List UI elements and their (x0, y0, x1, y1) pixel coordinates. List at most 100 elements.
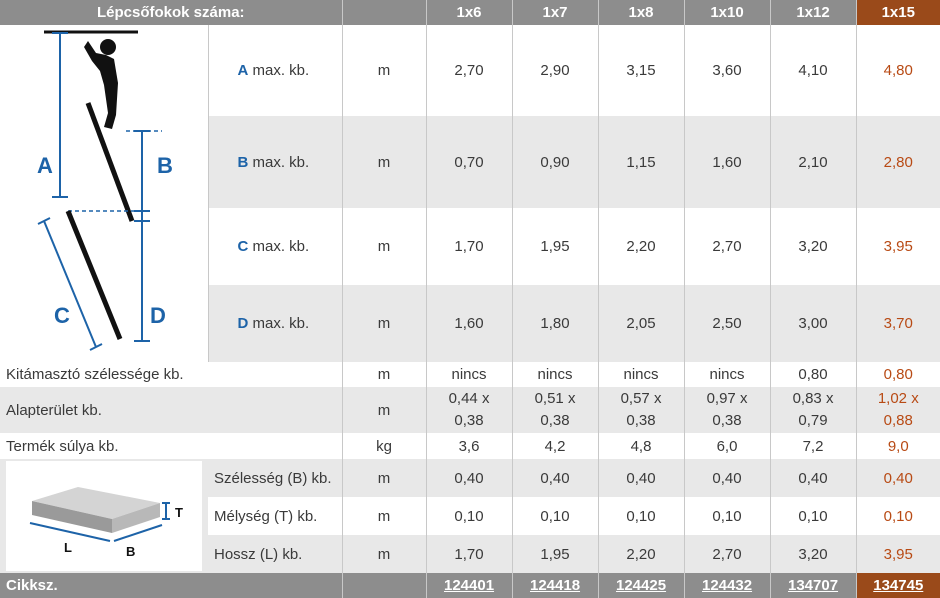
model-1x15: 1x15 (856, 0, 940, 25)
model-1x12: 1x12 (770, 0, 857, 25)
row-c-label: C max. kb. (208, 208, 343, 286)
row-footprint-label: Alapterület kb. (0, 387, 343, 433)
row-b-label: B max. kb. (208, 116, 343, 209)
model-1x10: 1x10 (684, 0, 771, 25)
row-a: A B C (0, 25, 940, 362)
label-d: D (150, 303, 166, 328)
label-b: B (157, 153, 173, 178)
code-link-124432[interactable]: 124432 (684, 573, 771, 598)
footer-row: Cikksz. 124401 124418 124425 124432 1347… (0, 573, 940, 598)
cell: nincs (512, 362, 599, 387)
cell-highlight: 0,10 (855, 497, 940, 535)
cell: 3,15 (598, 25, 685, 117)
cell: 3,20 (770, 208, 857, 286)
cell: 0,10 (598, 497, 685, 535)
cell: 2,70 (684, 208, 771, 286)
row-d-unit: m (342, 285, 427, 362)
cell: 0,40 (770, 459, 857, 497)
row-footprint-unit: m (342, 387, 427, 433)
cell: nincs (426, 362, 513, 387)
row-depth-unit: m (342, 497, 427, 535)
cell-highlight: 3,70 (855, 285, 940, 362)
cell: 0,40 (684, 459, 771, 497)
row-c: C max. kb. m 1,70 1,95 2,20 2,70 3,20 3,… (0, 208, 940, 286)
footer-label: Cikksz. (0, 573, 343, 598)
cell-highlight: 1,02 x 0,88 (855, 387, 940, 433)
model-1x8: 1x8 (598, 0, 685, 25)
cell: 0,44 x 0,38 (426, 387, 513, 433)
cell-highlight: 3,95 (855, 208, 940, 286)
package-diagram-cell: T L B (0, 459, 208, 573)
cell: 4,2 (512, 433, 599, 459)
label-a: A (37, 153, 53, 178)
cell-highlight: 9,0 (855, 433, 940, 459)
cell: 1,95 (512, 208, 599, 286)
row-stabilizer-label: Kitámasztó szélessége kb. (0, 362, 343, 387)
cell: 7,2 (770, 433, 857, 459)
cell: 0,80 (770, 362, 857, 387)
cell: 0,10 (512, 497, 599, 535)
cell: 0,70 (426, 116, 513, 209)
cell: 1,80 (512, 285, 599, 362)
cell: 1,15 (598, 116, 685, 209)
cell: 0,10 (684, 497, 771, 535)
row-weight-label: Termék súlya kb. (0, 433, 343, 459)
cell-highlight: 4,80 (855, 25, 940, 117)
model-1x6: 1x6 (426, 0, 513, 25)
row-footprint: Alapterület kb. m 0,44 x 0,38 0,51 x 0,38 … (0, 387, 940, 433)
cell: 0,10 (770, 497, 857, 535)
header-unit (342, 0, 427, 25)
code-link-134745[interactable]: 134745 (856, 573, 940, 598)
code-link-124418[interactable]: 124418 (512, 573, 599, 598)
cell: 2,90 (512, 25, 599, 117)
row-width-unit: m (342, 459, 427, 497)
row-a-label: A max. kb. (208, 25, 343, 117)
label-c: C (54, 303, 70, 328)
code-link-124401[interactable]: 124401 (426, 573, 513, 598)
cell: 1,60 (684, 116, 771, 209)
cell: 2,05 (598, 285, 685, 362)
cell: 0,51 x 0,38 (512, 387, 599, 433)
cell-highlight: 0,40 (855, 459, 940, 497)
cell: 1,70 (426, 535, 513, 573)
code-link-124425[interactable]: 124425 (598, 573, 685, 598)
cell: 3,6 (426, 433, 513, 459)
cell-highlight: 0,80 (855, 362, 940, 387)
row-stabilizer: Kitámasztó szélessége kb. m nincs nincs … (0, 362, 940, 387)
label-l: L (64, 540, 72, 555)
row-d-label: D max. kb. (208, 285, 343, 362)
row-width: T L B Szélesség (B) kb. m 0,40 0,40 0,40… (0, 459, 940, 573)
cell: 3,20 (770, 535, 857, 573)
cell: 0,83 x 0,79 (770, 387, 857, 433)
row-b: B max. kb. m 0,70 0,90 1,15 1,60 2,10 2,… (0, 116, 940, 209)
cell-highlight: 3,95 (855, 535, 940, 573)
cell: 3,00 (770, 285, 857, 362)
cell: 1,70 (426, 208, 513, 286)
row-c-unit: m (342, 208, 427, 286)
row-d: D max. kb. m 1,60 1,80 2,05 2,50 3,00 3,… (0, 285, 940, 362)
cell: 1,60 (426, 285, 513, 362)
package-box-diagram: T L B (29, 487, 183, 559)
cell: 0,90 (512, 116, 599, 209)
header-row: Lépcsőfokok száma: 1x6 1x7 1x8 1x10 1x12… (0, 0, 940, 25)
model-1x7: 1x7 (512, 0, 599, 25)
cell: 0,40 (426, 459, 513, 497)
cell: 2,20 (598, 535, 685, 573)
row-length-label: Hossz (L) kb. (208, 535, 343, 573)
row-depth: Mélység (T) kb. m 0,10 0,10 0,10 0,10 0,… (0, 497, 940, 535)
code-link-134707[interactable]: 134707 (770, 573, 857, 598)
cell-highlight: 2,80 (855, 116, 940, 209)
label-b-box: B (126, 544, 135, 559)
ladder-diagram-cell: A B C (0, 25, 209, 362)
cell: 0,57 x 0,38 (598, 387, 685, 433)
header-title: Lépcsőfokok száma: (0, 0, 343, 25)
row-length-unit: m (342, 535, 427, 573)
row-a-unit: m (342, 25, 427, 117)
label-t: T (175, 505, 183, 520)
footer-unit (342, 573, 427, 598)
cell: 0,10 (426, 497, 513, 535)
cell: 0,40 (512, 459, 599, 497)
cell: nincs (684, 362, 771, 387)
cell: 0,97 x 0,38 (684, 387, 771, 433)
